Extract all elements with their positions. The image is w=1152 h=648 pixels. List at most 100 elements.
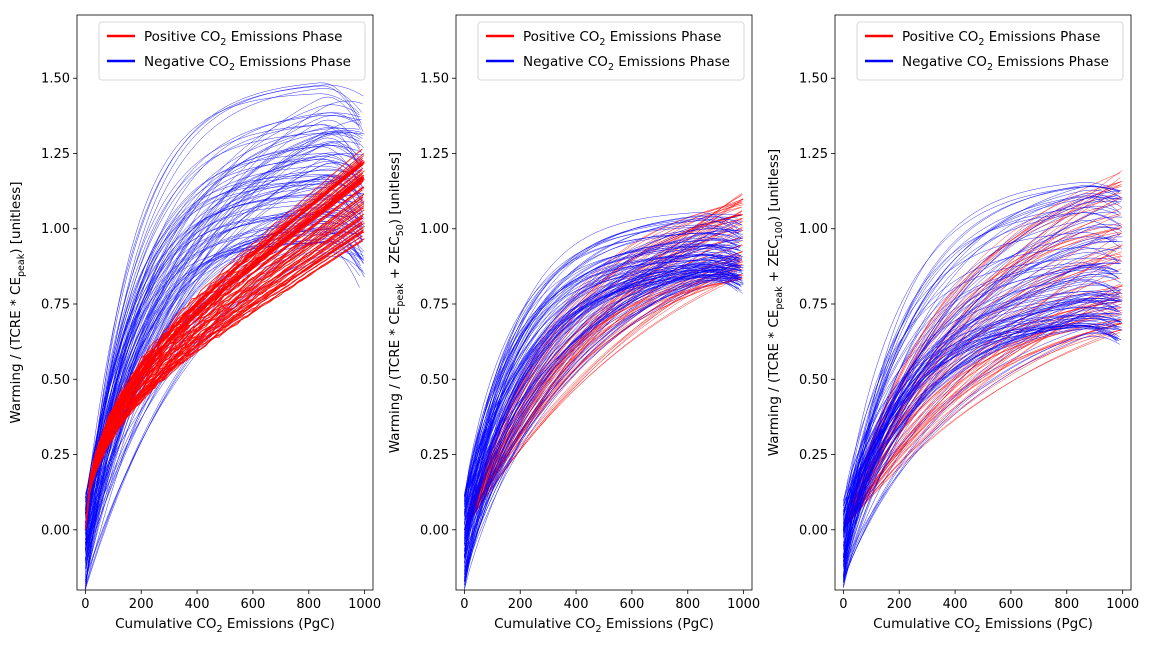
y-tick-label: 1.25 xyxy=(41,147,70,162)
legend-box xyxy=(477,21,745,81)
negative-phase-curve xyxy=(843,305,1117,537)
negative-phase-curve xyxy=(843,236,1117,515)
positive-phase-curve xyxy=(464,252,743,530)
negative-phase-curve xyxy=(843,299,1121,528)
negative-phase-curve xyxy=(85,84,364,554)
negative-phase-curve xyxy=(464,224,742,557)
positive-phase-curve xyxy=(84,193,365,530)
positive-phase-curve xyxy=(843,323,1122,530)
positive-phase-curve xyxy=(84,209,365,530)
y-tick-label: 1.25 xyxy=(420,147,449,162)
positive-phase-curve xyxy=(84,203,365,530)
negative-phase-curve xyxy=(843,247,1117,508)
negative-phase-curve xyxy=(843,306,1118,583)
y-axis-label: Warming / (TCRE * CEpeak + ZEC50) [unitl… xyxy=(387,152,406,453)
negative-phase-curve xyxy=(464,254,741,502)
negative-phase-curve xyxy=(464,257,740,580)
negative-phase-curve xyxy=(464,226,742,523)
x-tick-label: 600 xyxy=(241,597,266,612)
positive-phase-curve xyxy=(84,221,363,530)
x-tick-label: 800 xyxy=(675,597,700,612)
positive-phase-curve xyxy=(464,278,743,530)
negative-phase-curve xyxy=(843,301,1117,514)
x-tick-label: 600 xyxy=(620,597,645,612)
x-tick-label: 200 xyxy=(508,597,533,612)
negative-phase-curve xyxy=(464,232,740,563)
positive-phase-curve xyxy=(84,229,364,530)
legend-label: Negative CO2 Emissions Phase xyxy=(523,54,730,73)
positive-phase-curve xyxy=(843,293,1121,530)
negative-phase-curve xyxy=(843,262,1121,547)
negative-phase-curve xyxy=(843,278,1123,555)
positive-phase-curve xyxy=(843,244,1123,530)
negative-phase-curve xyxy=(85,234,361,590)
x-tick-label: 200 xyxy=(129,597,154,612)
y-tick-label: 1.25 xyxy=(799,147,828,162)
negative-phase-curve xyxy=(464,220,740,535)
negative-phase-curve xyxy=(843,333,1121,582)
legend-label: Negative CO2 Emissions Phase xyxy=(144,54,351,73)
negative-phase-curve xyxy=(843,307,1119,580)
x-tick-label: 400 xyxy=(185,597,210,612)
negative-phase-curve xyxy=(464,268,738,572)
positive-phase-curve xyxy=(84,225,365,530)
negative-phase-curve xyxy=(464,280,740,539)
positive-phase-curve xyxy=(464,203,741,530)
y-tick-label: 1.00 xyxy=(41,222,70,237)
negative-phase-curve xyxy=(85,195,360,515)
negative-phase-curve xyxy=(464,254,744,559)
negative-phase-curve xyxy=(843,300,1121,516)
negative-phase-curve xyxy=(85,104,360,505)
negative-phase-curve xyxy=(464,277,738,507)
y-tick-label: 0.00 xyxy=(41,523,70,538)
negative-phase-curve xyxy=(464,263,739,546)
negative-phase-curve xyxy=(464,271,742,537)
negative-phase-curve xyxy=(464,244,741,495)
negative-phase-curve xyxy=(843,197,1121,558)
positive-phase-curve xyxy=(464,277,744,530)
negative-phase-curve xyxy=(464,278,741,505)
negative-phase-curve xyxy=(843,216,1123,578)
negative-phase-curve xyxy=(85,143,362,569)
y-tick-label: 0.25 xyxy=(420,448,449,463)
positive-phase-curve xyxy=(84,186,365,530)
negative-phase-curve xyxy=(85,82,362,526)
negative-phase-curve xyxy=(85,85,364,510)
plot-frame xyxy=(76,14,374,591)
negative-phase-curve xyxy=(464,218,739,545)
negative-phase-curve xyxy=(843,264,1119,562)
negative-phase-curve xyxy=(464,272,738,530)
x-tick-label: 0 xyxy=(81,597,89,612)
negative-phase-curve xyxy=(843,332,1122,582)
negative-phase-curve xyxy=(843,220,1119,577)
negative-phase-curve xyxy=(843,186,1121,521)
negative-phase-curve xyxy=(843,318,1120,549)
negative-phase-curve xyxy=(843,224,1122,561)
positive-phase-curve xyxy=(843,181,1123,530)
y-tick-label: 0.75 xyxy=(41,298,70,313)
negative-phase-curve xyxy=(464,277,742,578)
negative-phase-curve xyxy=(843,291,1120,507)
legend-label: Positive CO2 Emissions Phase xyxy=(523,29,721,48)
negative-phase-curve xyxy=(843,185,1119,532)
negative-phase-curve xyxy=(843,326,1123,501)
y-tick-label: 0.00 xyxy=(420,523,449,538)
negative-phase-curve xyxy=(843,328,1116,506)
x-axis-label: Cumulative CO2 Emissions (PgC) xyxy=(115,616,335,635)
negative-phase-curve xyxy=(464,257,742,580)
positive-phase-curve xyxy=(843,329,1122,530)
y-axis-label: Warming / (TCRE * CEpeak) [unitless] xyxy=(8,181,27,423)
positive-phase-curve xyxy=(464,276,742,530)
x-tick-label: 400 xyxy=(943,597,968,612)
negative-phase-curve xyxy=(464,231,743,513)
negative-phase-curve xyxy=(464,248,738,525)
negative-phase-curve xyxy=(464,254,743,499)
negative-phase-curve xyxy=(464,218,739,526)
positive-phase-curve xyxy=(84,162,363,530)
negative-phase-curve xyxy=(85,178,363,524)
negative-phase-curve xyxy=(843,262,1118,532)
negative-phase-curve xyxy=(464,269,741,539)
x-tick-label: 200 xyxy=(887,597,912,612)
positive-phase-curve xyxy=(464,210,743,530)
negative-phase-curve xyxy=(464,266,743,513)
